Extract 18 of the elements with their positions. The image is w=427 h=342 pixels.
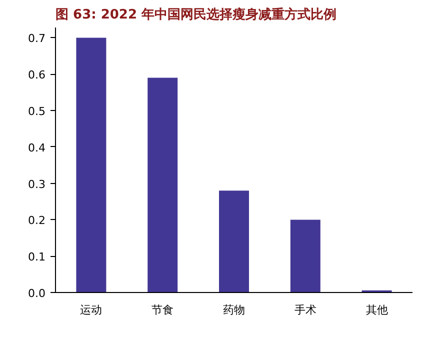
y-tick-label: 0.1 [28, 250, 46, 264]
y-tick-label: 0.0 [28, 287, 46, 300]
y-tick-label: 0.6 [28, 68, 46, 82]
bar [76, 38, 106, 292]
y-tick-label: 0.4 [28, 141, 46, 154]
y-tick-label: 0.5 [28, 104, 46, 118]
x-tick-label: 节食 [152, 304, 174, 316]
x-tick-label: 药物 [223, 304, 245, 316]
y-tick-label: 0.2 [28, 214, 46, 228]
x-tick-label: 其他 [366, 304, 388, 316]
x-tick-label: 手术 [294, 304, 316, 316]
x-tick-label: 运动 [80, 304, 102, 316]
y-tick-label: 0.7 [28, 32, 46, 46]
bar [290, 220, 320, 292]
bar [219, 190, 249, 292]
y-tick-label: 0.3 [28, 178, 46, 191]
chart-title: 图 63: 2022 年中国网民选择瘦身减重方式比例 [56, 6, 337, 22]
bar [148, 78, 178, 292]
